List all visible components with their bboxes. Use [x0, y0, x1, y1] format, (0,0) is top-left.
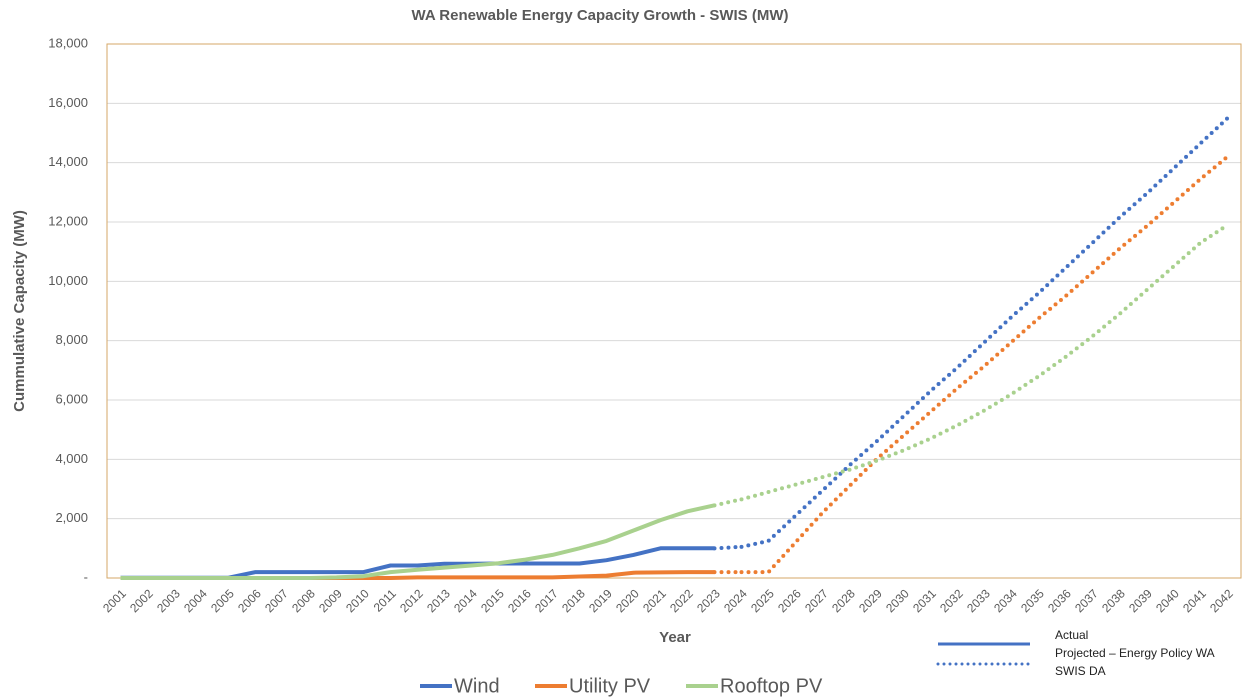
chart-title: WA Renewable Energy Capacity Growth - SW… — [412, 7, 789, 24]
y-tick-label: 14,000 — [48, 154, 88, 169]
y-tick-label: 18,000 — [48, 35, 88, 50]
x-tick-label: 2042 — [1207, 586, 1236, 615]
x-tick-label: 2005 — [208, 586, 237, 615]
x-tick-label: 2032 — [937, 586, 966, 615]
x-tick-label: 2036 — [1045, 586, 1074, 615]
x-tick-label: 2039 — [1126, 586, 1155, 615]
x-tick-label: 2006 — [235, 586, 264, 615]
x-axis-label: Year — [659, 629, 691, 646]
style-legend-label: Projected – Energy Policy WA — [1055, 646, 1215, 660]
x-tick-label: 2038 — [1099, 586, 1128, 615]
x-tick-label: 2020 — [613, 586, 642, 615]
y-tick-label: 16,000 — [48, 95, 88, 110]
x-tick-label: 2041 — [1180, 586, 1209, 615]
x-tick-label: 2001 — [100, 586, 129, 615]
x-tick-label: 2034 — [991, 586, 1020, 615]
legend-label: Wind — [454, 675, 500, 697]
x-tick-label: 2017 — [532, 586, 561, 615]
y-tick-label: 10,000 — [48, 273, 88, 288]
x-tick-label: 2002 — [127, 586, 156, 615]
projected-line — [739, 116, 1230, 549]
style-legend-label: SWIS DA — [1055, 664, 1106, 678]
x-tick-label: 2027 — [802, 586, 831, 615]
x-tick-label: 2019 — [586, 586, 615, 615]
y-tick-label: 12,000 — [48, 213, 88, 228]
y-tick-label: 8,000 — [55, 332, 88, 347]
x-tick-label: 2013 — [424, 586, 453, 615]
style-legend-label: Actual — [1055, 628, 1088, 642]
x-tick-label: 2011 — [371, 586, 399, 614]
x-tick-label: 2037 — [1072, 586, 1101, 615]
x-tick-label: 2026 — [775, 586, 804, 615]
x-tick-label: 2030 — [883, 586, 912, 615]
projected-connector — [712, 497, 744, 508]
x-tick-label: 2008 — [289, 586, 318, 615]
y-tick-label: - — [84, 569, 88, 584]
x-tick-label: 2021 — [640, 586, 669, 615]
x-tick-label: 2025 — [748, 586, 777, 615]
x-tick-label: 2031 — [910, 586, 939, 615]
x-tick-label: 2003 — [154, 586, 183, 615]
x-tick-label: 2024 — [721, 586, 750, 615]
x-tick-label: 2010 — [343, 586, 372, 615]
x-tick-label: 2012 — [397, 586, 426, 615]
x-tick-label: 2014 — [451, 586, 480, 615]
plot-frame — [106, 43, 1242, 579]
x-tick-label: 2029 — [856, 586, 885, 615]
actual-line — [120, 503, 715, 580]
x-tick-label: 2028 — [829, 586, 858, 615]
projected-line — [739, 223, 1230, 502]
y-axis-label: Cummulative Capacity (MW) — [11, 210, 28, 412]
x-tick-label: 2035 — [1018, 586, 1047, 615]
y-tick-label: 4,000 — [55, 451, 88, 466]
legend-label: Rooftop PV — [720, 675, 823, 697]
x-tick-label: 2016 — [505, 586, 534, 615]
x-tick-label: 2015 — [478, 586, 507, 615]
y-tick-label: 6,000 — [55, 391, 88, 406]
legend-label: Utility PV — [569, 675, 651, 697]
y-tick-label: 2,000 — [55, 510, 88, 525]
x-tick-label: 2009 — [316, 586, 345, 615]
projected-line — [739, 154, 1230, 575]
projected-connector — [712, 544, 744, 551]
x-tick-label: 2004 — [181, 586, 210, 615]
x-tick-label: 2022 — [667, 586, 696, 615]
x-tick-label: 2040 — [1153, 586, 1182, 615]
x-tick-label: 2018 — [559, 586, 588, 615]
x-tick-label: 2033 — [964, 586, 993, 615]
x-tick-label: 2023 — [694, 586, 723, 615]
x-tick-label: 2007 — [262, 586, 291, 615]
